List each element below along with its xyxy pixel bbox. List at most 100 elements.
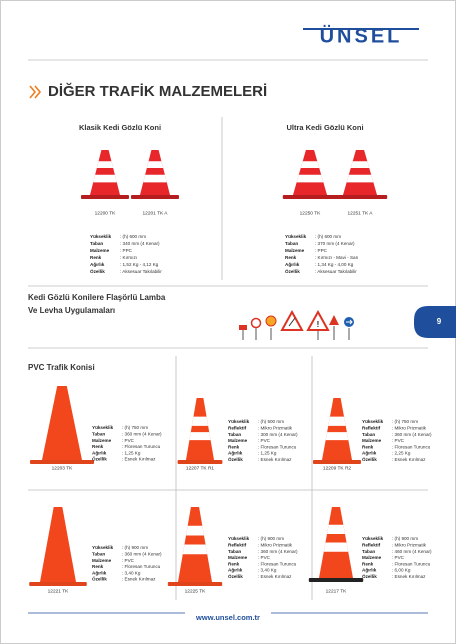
spec-label: Taban xyxy=(228,432,241,437)
cone-base xyxy=(313,460,361,464)
spec-label: Renk xyxy=(90,255,102,260)
spec-value: : 6,00 Kg xyxy=(392,568,411,573)
spec-label: Yükseklik xyxy=(92,425,114,430)
product-code: 12251 TK A xyxy=(348,210,374,216)
cone-band xyxy=(327,524,345,534)
cone-base xyxy=(332,195,388,199)
spec-value: : Floresan Turuncu xyxy=(122,444,161,449)
cone-band xyxy=(191,416,209,426)
spec-value: : 1,25 Kg xyxy=(258,451,277,456)
spec-value: : Esnek Kırılmaz xyxy=(122,577,156,582)
spec-label: Özellik xyxy=(90,268,105,274)
spec-label: Malzeme xyxy=(285,248,305,253)
section-heading: PVC Trafik Konisi xyxy=(28,363,95,372)
cone-band xyxy=(189,432,211,441)
cone-body xyxy=(343,150,377,195)
cone-band xyxy=(96,161,114,168)
spec-value: : Floresan Turuncu xyxy=(392,444,431,449)
spec-value: : (h) 750 mm xyxy=(122,425,148,430)
spec-value: : Mikro Prizmatik xyxy=(392,543,427,548)
spec-label: Renk xyxy=(285,255,297,260)
cone-base xyxy=(177,460,223,464)
spec-value: : 2,25 Kg xyxy=(392,451,411,456)
cone-band xyxy=(146,161,164,168)
spec-value: : 1,52 Kg - 4,12 Kg xyxy=(120,262,159,267)
product-name: Klasik Kedi Gözlü Koni xyxy=(79,123,161,132)
spec-label: Yükseklik xyxy=(228,419,250,424)
cone-base xyxy=(30,460,94,464)
spec-label: Özellik xyxy=(362,573,377,579)
spec-value: : PVC xyxy=(392,438,405,443)
cone-body xyxy=(186,398,214,460)
spec-label: Taban xyxy=(92,432,105,437)
spec-label: Yükseklik xyxy=(228,536,250,541)
spec-value: : PVC xyxy=(392,555,405,560)
spec-value: : PVC xyxy=(258,438,271,443)
spec-label: Renk xyxy=(228,561,240,566)
spec-value: : (h) 900 mm xyxy=(258,536,284,541)
cone-base xyxy=(131,195,179,199)
spec-label: Ağırlık xyxy=(228,451,243,456)
spec-value: : 360 mm (4 Kenar) xyxy=(122,552,162,557)
cone-band xyxy=(346,174,374,183)
cone-band xyxy=(328,416,346,426)
spec-value: : 300 mm (4 Kenar) xyxy=(258,432,298,437)
spec-label: Renk xyxy=(362,561,374,566)
section-heading: Kedi Gözlü Konilere Flaşörlü Lamba xyxy=(28,293,166,302)
product-name: Ultra Kedi Gözlü Koni xyxy=(286,123,363,132)
product-code: 12250 TK xyxy=(300,210,322,216)
spec-value: : PPC xyxy=(315,248,328,253)
spec-label: Malzeme xyxy=(92,558,112,563)
cone-band xyxy=(350,161,370,168)
cone-base xyxy=(167,582,223,586)
product-code: 12201 TK A xyxy=(143,210,169,216)
spec-value: : Aksesuar Takılabilir xyxy=(120,269,162,274)
spec-value: : Kırmızı - Mavi - Sarı xyxy=(315,255,358,260)
spec-label: Renk xyxy=(362,444,374,449)
spec-value: : Aksesuar Takılabilir xyxy=(315,269,357,274)
product-code: 12203 TK xyxy=(52,465,74,471)
spec-label: Özellik xyxy=(92,576,107,582)
spec-label: Ağırlık xyxy=(90,262,105,267)
spec-label: Ağırlık xyxy=(285,262,300,267)
product-code: 12207 TK R1 xyxy=(186,465,215,471)
spec-value: : 1,34 Kg - 4,00 Kg xyxy=(315,262,354,267)
cone-band xyxy=(300,161,320,168)
spec-label: Özellik xyxy=(228,456,243,462)
spec-value: : 360 mm (4 Kenar) xyxy=(122,432,162,437)
spec-label: Yükseklik xyxy=(90,234,112,239)
spec-value: : Mikro Prizmatik xyxy=(258,426,293,431)
spec-value: : 340 mm (4 Kenar) xyxy=(120,241,160,246)
spec-label: Renk xyxy=(92,444,104,449)
cone-body xyxy=(322,398,352,460)
spec-value: : Esnek Kırılmaz xyxy=(258,457,292,462)
spec-value: : (h) 900 mm xyxy=(392,536,418,541)
cone-base xyxy=(81,195,129,199)
spec-label: Reflektif xyxy=(362,426,381,431)
spec-value: : Kırmızı xyxy=(120,255,137,260)
cone-band xyxy=(325,432,349,441)
spec-value: : PVC xyxy=(122,558,135,563)
spec-value: : 460 mm (4 Kenar) xyxy=(392,549,432,554)
cone-base xyxy=(308,578,364,582)
cone-body xyxy=(40,507,76,582)
cone-base xyxy=(29,582,87,586)
sign-icons: ! xyxy=(239,309,354,340)
logo: ÜNSEL xyxy=(303,24,419,47)
logo-text: ÜNSEL xyxy=(320,24,403,47)
spec-label: Taban xyxy=(362,432,375,437)
spec-value: : (h) 750 mm xyxy=(392,419,418,424)
product-code: 12225 TK xyxy=(185,588,207,594)
spec-value: : PPC xyxy=(120,248,133,253)
spec-value: : 3,40 Kg xyxy=(258,568,277,573)
spec-label: Reflektif xyxy=(228,426,247,431)
spec-label: Özellik xyxy=(228,573,243,579)
spec-value: : (h) 500 mm xyxy=(258,419,284,424)
spec-label: Malzeme xyxy=(362,438,382,443)
spec-value: : Floresan Turuncu xyxy=(258,444,297,449)
spec-value: : (h) 600 mm xyxy=(120,234,146,239)
spec-value: : Floresan Turuncu xyxy=(258,561,297,566)
spec-value: : 370 mm (4 Kenar) xyxy=(315,241,355,246)
